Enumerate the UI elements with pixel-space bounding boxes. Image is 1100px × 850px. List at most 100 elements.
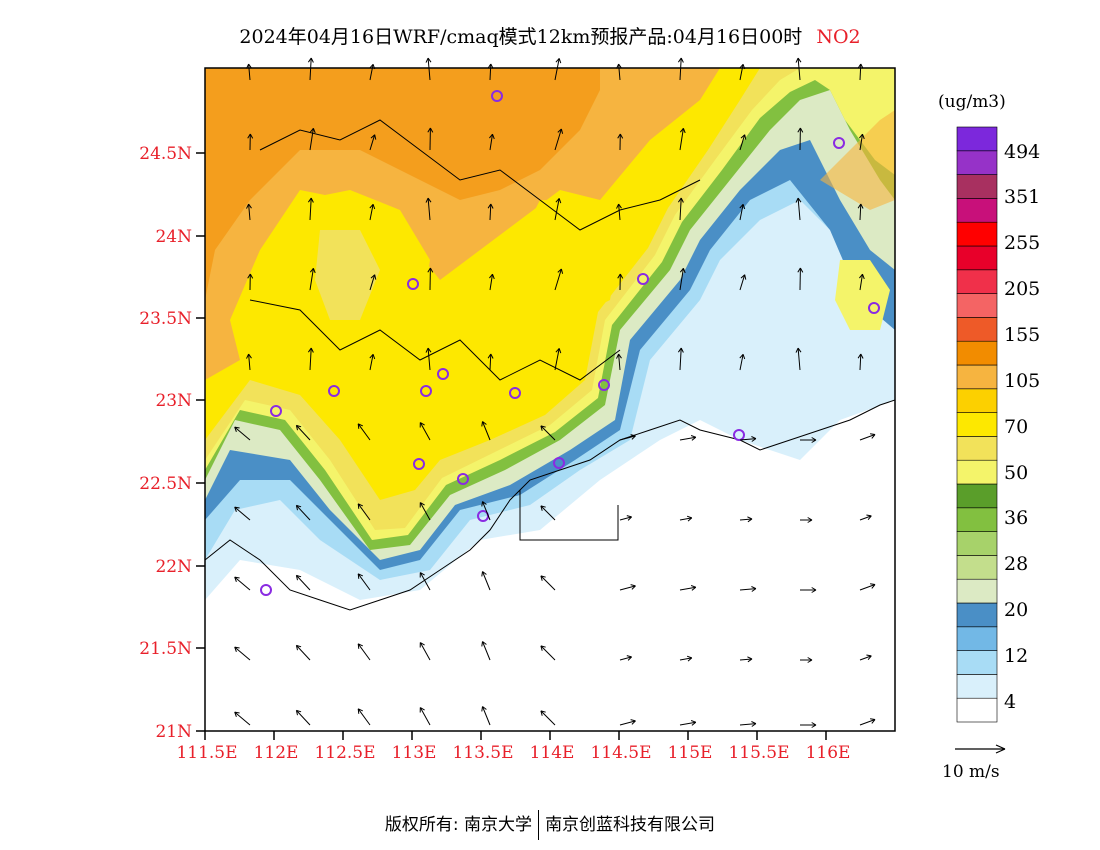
wind-arrow [554,268,562,291]
colorbar-swatch [956,674,998,699]
wind-arrow-head [811,722,817,726]
wind-arrow-head [296,644,302,648]
wind-arrow-head [626,515,632,518]
wind-arrow-head [369,203,374,209]
wind-arrow-head [372,354,376,360]
wind-arrow-head [310,347,314,353]
wind-arrow [248,354,251,371]
wind-arrow [369,274,376,291]
wind-arrow [554,348,560,371]
wind-arrow [679,197,682,221]
colorbar-label: 12 [1004,645,1028,667]
wind-arrow-head [617,273,621,279]
wind-arrow [859,515,872,521]
wind-arrow-head [799,127,804,133]
wind-arrow [357,503,371,521]
wind-arrow-head [680,197,684,203]
colorbar-swatch [956,697,998,723]
wind-arrow [419,422,431,441]
wind-arrow-head [234,576,240,579]
wind-arrow [540,575,556,591]
wind-arrow-head [555,348,560,353]
wind-arrow [482,571,491,591]
lat-label: 24N [155,227,192,247]
wind-arrow [859,434,876,441]
wind-arrow-head [481,706,483,712]
wind-arrow [859,63,862,81]
wind-arrow-head [690,435,696,438]
wind-arrow-head [296,504,302,508]
wind-arrow-head [370,134,376,139]
wind-arrow-head [248,353,252,359]
footer-left: 版权所有: 南京大学 [384,815,533,835]
wind-arrow [489,353,492,371]
wind-arrow-head [797,197,802,203]
wind-arrow [309,268,314,291]
colorbar-label: 4 [1004,691,1016,713]
wind-arrow-head [744,274,747,280]
city-marker [833,137,845,149]
wind-arrow-head [234,711,240,714]
wind-arrow-head [310,197,314,203]
wind-arrow-head [540,575,546,578]
wind-reference-label: 10 m/s [942,762,1000,782]
lat-label: 22.5N [139,474,192,494]
wind-arrow [679,517,692,521]
wind-arrow [309,128,314,151]
wind-arrow-head [679,127,684,133]
wind-arrow [619,720,636,726]
wind-arrow [296,425,311,441]
wind-arrow-head [357,708,364,712]
wind-arrow-head [558,198,562,204]
wind-arrow-head [751,586,757,590]
city-marker [553,457,565,469]
wind-arrow-head [807,659,813,663]
wind-arrow-head [540,710,546,713]
wind-arrow [296,575,311,591]
wind-arrow-head [797,267,801,273]
wind-arrow [482,706,491,726]
copyright-footer: 版权所有: 南京大学 南京创蓝科技有限公司 [0,810,1100,840]
wind-arrow-head [555,198,560,203]
colorbar-label: 36 [1004,507,1028,529]
wind-arrow-head [860,203,864,209]
wind-arrow [357,643,371,661]
wind-arrow [296,505,311,521]
wind-arrow-head [871,434,876,439]
wind-arrow-head [295,710,298,716]
footer-separator [538,810,540,840]
wind-arrow-head [429,267,434,273]
wind-arrow-head [862,274,865,280]
wind-arrow-head [234,506,240,509]
wind-arrow [234,576,251,591]
wind-arrow-head [357,573,364,577]
wind-arrow-head [740,274,746,279]
wind-arrow-head [482,421,487,425]
wind-arrow [797,198,801,221]
colorbar-label: 255 [1004,232,1040,254]
lat-label: 21N [155,722,192,742]
colorbar-swatch [956,126,998,152]
wind-arrow-head [555,58,560,63]
wind-arrow-head [540,425,543,431]
wind-arrow-head [870,718,876,720]
wind-arrow-head [247,273,251,279]
wind-arrow [859,584,876,591]
city-marker [260,584,272,596]
city-marker [598,379,610,391]
wind-arrow [419,707,431,726]
map-title: 2024年04月16日WRF/cmaq模式12km预报产品:04月16日00时 N… [0,22,1100,49]
wind-arrow-head [420,572,425,576]
wind-arrow [427,58,431,81]
wind-arrow-head [811,724,817,728]
wind-arrow [739,438,756,441]
wind-arrow-head [296,424,302,428]
wind-arrow [739,588,756,591]
wind-arrow [427,348,431,371]
lon-label: 115.5E [728,743,789,763]
wind-arrow-head [492,274,495,280]
wind-arrow [369,134,376,151]
colorbar-swatch [956,388,998,413]
wind-arrow [739,204,744,221]
wind-arrow-head [234,506,237,512]
